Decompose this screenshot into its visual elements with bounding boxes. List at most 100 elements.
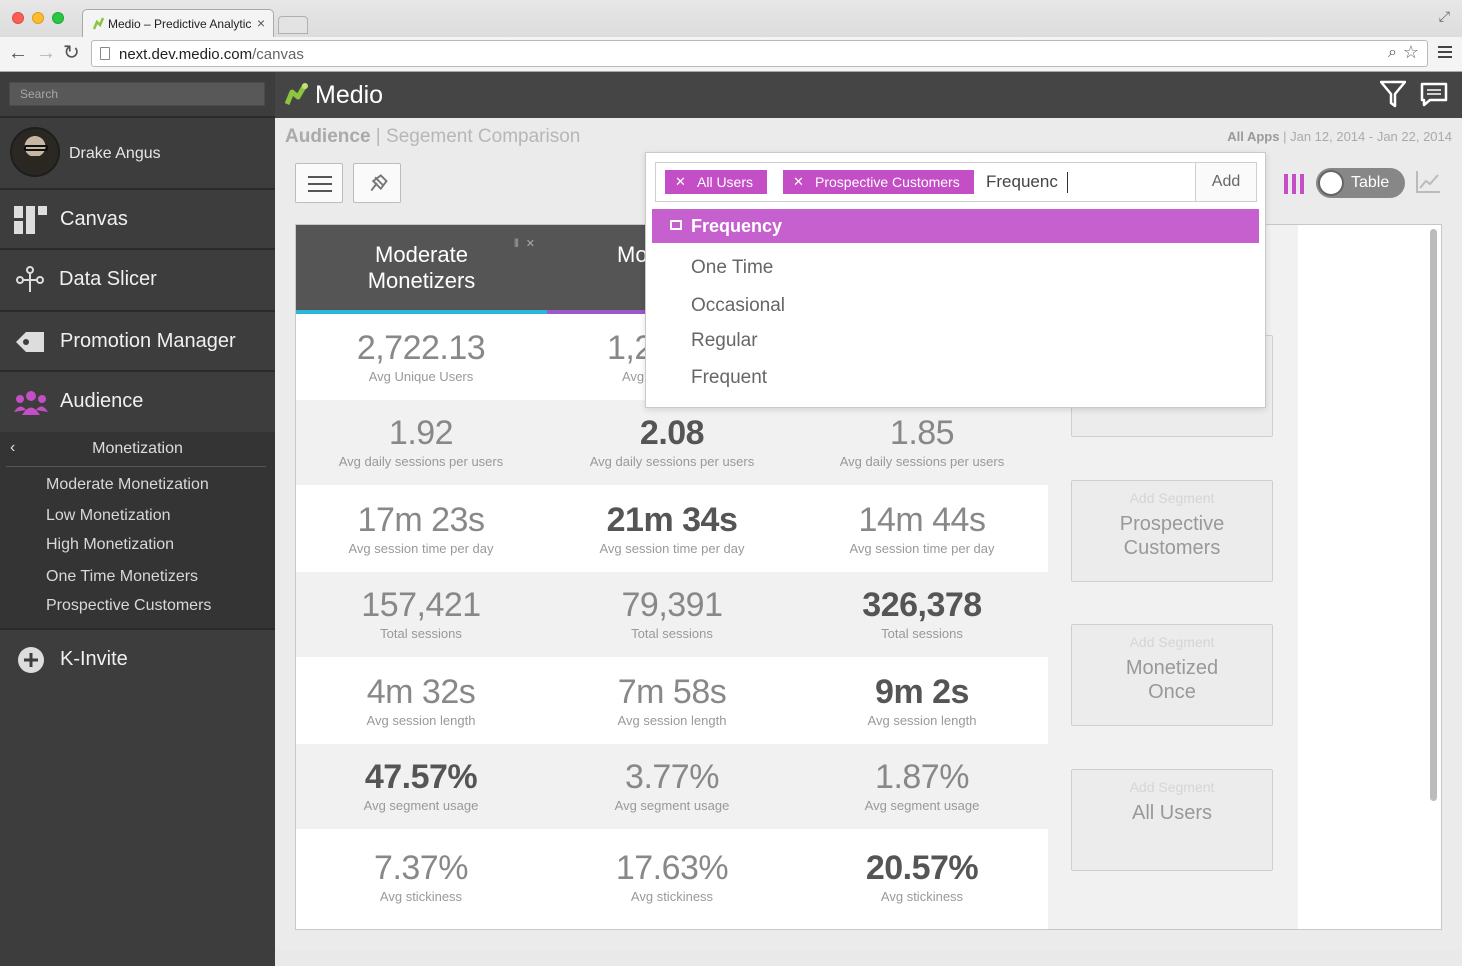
text-caret bbox=[1067, 172, 1068, 193]
scrollbar[interactable] bbox=[1430, 229, 1437, 801]
metric-cell: 4m 32s Avg session length bbox=[366, 673, 476, 728]
columns-view-icon[interactable] bbox=[1284, 174, 1306, 194]
segment-column-header[interactable]: Moderate Monetizers ⫴ ✕ bbox=[296, 225, 547, 314]
option-group-frequency[interactable]: Frequency bbox=[652, 209, 1259, 243]
dropdown-option[interactable]: One Time bbox=[691, 257, 774, 278]
zoom-icon[interactable]: ⌕ bbox=[1388, 44, 1397, 61]
sidebar-item-label: Canvas bbox=[60, 208, 128, 230]
breadcrumb-page: Segement Comparison bbox=[386, 126, 581, 147]
add-segment-card[interactable]: Add Segment All Users bbox=[1071, 769, 1273, 871]
forward-arrow-icon[interactable]: → bbox=[36, 42, 56, 64]
add-button[interactable]: Add bbox=[1195, 162, 1257, 202]
pin-button[interactable] bbox=[353, 163, 401, 203]
window-maximize-button[interactable] bbox=[52, 12, 64, 24]
audience-people-icon bbox=[14, 391, 48, 415]
metric-row: 17m 23s Avg session time per day 21m 34s A… bbox=[296, 487, 1048, 572]
sidebar: Drake Angus Canvas Data Slicer Promotion… bbox=[0, 72, 275, 966]
metric-cell: 17.63% Avg stickiness bbox=[615, 849, 729, 904]
metric-cell: 20.57% Avg stickiness bbox=[865, 849, 979, 904]
sidebar-item-label: K-Invite bbox=[60, 648, 128, 670]
metric-cell: 21m 34s Avg session time per day bbox=[599, 501, 745, 556]
reload-icon[interactable]: ↻ bbox=[63, 42, 80, 64]
sidebar-item-data-slicer[interactable]: Data Slicer bbox=[0, 250, 275, 308]
breadcrumb: Audience | Segement Comparison bbox=[285, 126, 581, 147]
remove-tag-icon[interactable]: ✕ bbox=[675, 174, 686, 189]
toggle-knob bbox=[1318, 170, 1344, 196]
segment-tag[interactable]: ✕ All Users bbox=[665, 170, 768, 194]
line-chart-icon[interactable] bbox=[1415, 170, 1441, 194]
breadcrumb-section[interactable]: Audience bbox=[285, 126, 371, 147]
divider bbox=[0, 628, 275, 630]
sidebar-item-audience[interactable]: Audience bbox=[0, 372, 275, 430]
remove-tag-icon[interactable]: ✕ bbox=[793, 174, 804, 189]
submenu-item[interactable]: One Time Monetizers bbox=[46, 568, 199, 585]
submenu-item[interactable]: Moderate Monetization bbox=[46, 476, 209, 493]
pin-icon bbox=[370, 174, 388, 192]
metric-cell: 2.08 Avg daily sessions per users bbox=[589, 414, 755, 469]
divider bbox=[0, 116, 275, 118]
metric-cell: 2,722.13 Avg Unique Users bbox=[356, 329, 486, 384]
date-range[interactable]: All Apps | Jan 12, 2014 - Jan 22, 2014 bbox=[1227, 129, 1452, 144]
submenu-header: ‹ Monetization bbox=[0, 432, 275, 466]
window-minimize-button[interactable] bbox=[32, 12, 44, 24]
divider bbox=[0, 248, 275, 250]
browser-tab[interactable]: Medio – Predictive Analytic × bbox=[82, 9, 274, 37]
metric-row: 157,421 Total sessions 79,391 Total sessio… bbox=[296, 572, 1048, 657]
user-name: Drake Angus bbox=[69, 145, 161, 162]
chat-icon[interactable] bbox=[1420, 81, 1448, 107]
metric-cell: 17m 23s Avg session time per day bbox=[348, 501, 494, 556]
metric-row: 47.57% Avg segment usage 3.77% Avg segment… bbox=[296, 744, 1048, 829]
address-bar[interactable]: next.dev.medio.com/canvas ⌕ ☆ bbox=[91, 40, 1428, 67]
submenu-item[interactable]: Low Monetization bbox=[46, 507, 171, 524]
tags-icon bbox=[16, 332, 44, 352]
sidebar-item-label: Audience bbox=[60, 390, 144, 412]
column-accent bbox=[296, 310, 547, 314]
menu-button[interactable] bbox=[295, 163, 343, 203]
segment-search-input[interactable] bbox=[986, 168, 1186, 196]
sidebar-item-k-invite[interactable]: K-Invite bbox=[0, 630, 275, 688]
user-profile[interactable]: Drake Angus bbox=[0, 118, 275, 188]
dropdown-option[interactable]: Frequent bbox=[691, 367, 768, 388]
divider bbox=[0, 310, 275, 312]
dropdown-option[interactable]: Regular bbox=[691, 330, 758, 351]
metric-cell: 7m 58s Avg session length bbox=[617, 673, 727, 728]
divider bbox=[6, 466, 266, 467]
page-icon bbox=[100, 47, 110, 60]
add-segment-card[interactable]: Add Segment Prospective Customers bbox=[1071, 480, 1273, 582]
search-input[interactable] bbox=[9, 82, 265, 106]
sidebar-item-promotion-manager[interactable]: Promotion Manager bbox=[0, 312, 275, 370]
submenu-item[interactable]: Prospective Customers bbox=[46, 597, 212, 614]
sidebar-item-canvas[interactable]: Canvas bbox=[0, 190, 275, 248]
chevron-left-icon[interactable]: ‹ bbox=[10, 439, 16, 456]
medio-logo-icon bbox=[285, 83, 308, 105]
metric-cell: 9m 2s Avg session length bbox=[867, 673, 977, 728]
column-controls[interactable]: ⫴ ✕ bbox=[514, 238, 537, 250]
table-view-toggle[interactable]: Table bbox=[1316, 168, 1405, 198]
tab-close-icon[interactable]: × bbox=[256, 15, 265, 31]
segment-tag[interactable]: ✕ Prospective Customers bbox=[783, 170, 974, 194]
bookmark-star-icon[interactable]: ☆ bbox=[1402, 42, 1419, 62]
segment-tag-input[interactable]: ✕All Users ✕Prospective Customers Add bbox=[655, 162, 1257, 202]
back-arrow-icon[interactable]: ← bbox=[8, 42, 28, 64]
medio-favicon-icon bbox=[93, 17, 104, 30]
dropdown-option[interactable]: Occasional bbox=[691, 295, 785, 316]
metric-cell: 3.77% Avg segment usage bbox=[614, 758, 730, 813]
divider bbox=[0, 370, 275, 372]
audience-submenu: ‹ Monetization Moderate Monetization Low… bbox=[0, 432, 275, 628]
browser-menu-icon[interactable] bbox=[1438, 46, 1452, 60]
canvas-grid-icon bbox=[14, 206, 47, 234]
tab-title: Medio – Predictive Analytic bbox=[108, 17, 252, 31]
data-slicer-icon bbox=[16, 266, 44, 292]
url-text: next.dev.medio.com/canvas bbox=[119, 46, 304, 63]
segment-picker-dropdown: ✕All Users ✕Prospective Customers Add Fr… bbox=[645, 152, 1266, 408]
metric-row: 7.37% Avg stickiness 17.63% Avg stickiness… bbox=[296, 835, 1048, 929]
submenu-item[interactable]: High Monetization bbox=[46, 536, 175, 553]
add-segment-card[interactable]: Add Segment Monetized Once bbox=[1071, 624, 1273, 726]
fullscreen-icon[interactable]: ⤢ bbox=[1438, 8, 1450, 24]
new-tab-button[interactable] bbox=[278, 16, 308, 34]
filter-icon[interactable] bbox=[1380, 80, 1406, 108]
metric-cell: 14m 44s Avg session time per day bbox=[849, 501, 995, 556]
window-close-button[interactable] bbox=[12, 12, 24, 24]
metric-cell: 157,421 Total sessions bbox=[361, 586, 481, 641]
sidebar-item-label: Promotion Manager bbox=[60, 330, 236, 352]
